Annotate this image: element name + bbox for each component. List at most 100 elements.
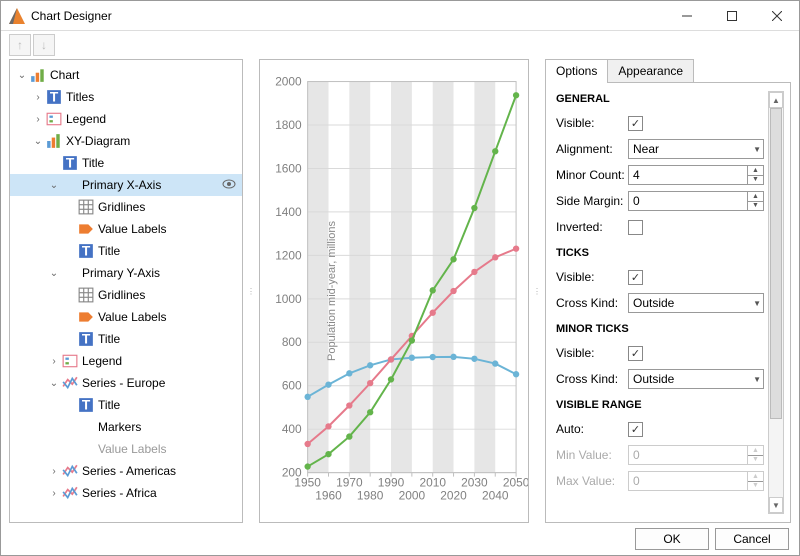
properties-scrollbar[interactable]: ▲ ▼ xyxy=(768,91,784,514)
tab-appearance[interactable]: Appearance xyxy=(607,59,694,83)
tree-item[interactable]: Value Labels xyxy=(10,218,242,240)
series-icon xyxy=(62,375,78,391)
grid-icon xyxy=(78,199,94,215)
expand-icon[interactable]: › xyxy=(48,356,60,367)
tree-item-label: Title xyxy=(82,156,236,170)
t-icon: T xyxy=(78,243,94,259)
tree-item[interactable]: Value Labels xyxy=(10,438,242,460)
checkbox-inverted[interactable] xyxy=(628,220,643,235)
checkbox-visible[interactable] xyxy=(628,116,643,131)
combo-mticks-cross[interactable]: Outside▼ xyxy=(628,369,764,389)
tree-item[interactable]: ⌄Primary X-Axis xyxy=(10,174,242,196)
tree-item[interactable]: ›Legend xyxy=(10,108,242,130)
splitter-left[interactable]: ⋮ xyxy=(247,59,255,523)
collapse-icon[interactable]: ⌄ xyxy=(48,180,60,191)
tree-item[interactable]: Gridlines xyxy=(10,196,242,218)
collapse-icon[interactable]: ⌄ xyxy=(48,378,60,389)
svg-text:2050: 2050 xyxy=(503,476,528,490)
title-bar: Chart Designer xyxy=(1,1,799,31)
label-alignment: Alignment: xyxy=(556,142,628,156)
toolbar: ↑ ↓ xyxy=(1,31,799,59)
tree-item[interactable]: Markers xyxy=(10,416,242,438)
tree-item[interactable]: ⌄Series - Europe xyxy=(10,372,242,394)
tree-item-label: Chart xyxy=(50,68,236,82)
tree-item-label: Gridlines xyxy=(98,288,236,302)
tree-item[interactable]: Value Labels xyxy=(10,306,242,328)
legend-icon xyxy=(46,111,62,127)
section-minor-ticks: MINOR TICKS xyxy=(556,323,764,335)
diag-icon xyxy=(46,133,62,149)
scroll-down-button[interactable]: ▼ xyxy=(769,497,783,513)
series-icon xyxy=(62,463,78,479)
combo-ticks-cross[interactable]: Outside▼ xyxy=(628,293,764,313)
svg-text:T: T xyxy=(82,244,91,259)
svg-text:2010: 2010 xyxy=(419,476,446,490)
blank-icon xyxy=(62,265,78,281)
splitter-right[interactable]: ⋮ xyxy=(533,59,541,523)
tree-item-label: Title xyxy=(98,244,236,258)
vlabel-icon xyxy=(78,309,94,325)
tree-item[interactable]: ›Legend xyxy=(10,350,242,372)
combo-alignment[interactable]: Near▼ xyxy=(628,139,764,159)
svg-text:2000: 2000 xyxy=(275,75,302,89)
collapse-icon[interactable]: ⌄ xyxy=(48,268,60,279)
tree-item[interactable]: ⌄ Chart xyxy=(10,64,242,86)
tree-item-label: XY-Diagram xyxy=(66,134,236,148)
checkbox-auto[interactable] xyxy=(628,422,643,437)
scroll-up-button[interactable]: ▲ xyxy=(769,92,783,108)
vlabel-icon xyxy=(78,221,94,237)
move-down-button[interactable]: ↓ xyxy=(33,34,55,56)
tree-item[interactable]: ⌄ XY-Diagram xyxy=(10,130,242,152)
spin-max-value: 0▲▼ xyxy=(628,471,764,491)
svg-text:400: 400 xyxy=(282,422,302,436)
expand-icon[interactable]: › xyxy=(32,114,44,125)
label-visible: Visible: xyxy=(556,116,628,130)
tree-item[interactable]: ›TTitles xyxy=(10,86,242,108)
visibility-eye-icon[interactable] xyxy=(222,177,236,194)
spin-min-value: 0▲▼ xyxy=(628,445,764,465)
dialog-footer: OK Cancel xyxy=(1,523,799,555)
spin-minor-count[interactable]: 4▲▼ xyxy=(628,165,764,185)
svg-text:2020: 2020 xyxy=(440,488,467,502)
tree-item[interactable]: TTitle xyxy=(10,328,242,350)
app-logo-icon xyxy=(9,8,25,24)
minimize-button[interactable] xyxy=(664,1,709,31)
close-button[interactable] xyxy=(754,1,799,31)
structure-tree[interactable]: ⌄Chart›TTitles›Legend⌄XY-DiagramTTitle⌄P… xyxy=(9,59,243,523)
svg-text:1000: 1000 xyxy=(275,292,302,306)
move-up-button[interactable]: ↑ xyxy=(9,34,31,56)
svg-text:1200: 1200 xyxy=(275,248,302,262)
expand-icon[interactable]: › xyxy=(48,466,60,477)
tree-item[interactable]: TTitle xyxy=(10,152,242,174)
tab-options[interactable]: Options xyxy=(545,59,608,83)
expand-icon[interactable]: › xyxy=(32,92,44,103)
tree-item-label: Gridlines xyxy=(98,200,236,214)
maximize-button[interactable] xyxy=(709,1,754,31)
tree-item[interactable]: ⌄ Primary Y-Axis xyxy=(10,262,242,284)
chart-icon xyxy=(30,67,46,83)
spin-side-margin[interactable]: 0▲▼ xyxy=(628,191,764,211)
collapse-icon[interactable]: ⌄ xyxy=(16,70,28,81)
tree-item[interactable]: ›Series - Africa xyxy=(10,482,242,504)
svg-text:1960: 1960 xyxy=(315,488,342,502)
blank-icon xyxy=(78,441,94,457)
tree-item-label: Series - Americas xyxy=(82,464,236,478)
tree-item[interactable]: Gridlines xyxy=(10,284,242,306)
cancel-button[interactable]: Cancel xyxy=(715,528,789,550)
label-side-margin: Side Margin: xyxy=(556,194,628,208)
collapse-icon[interactable]: ⌄ xyxy=(32,136,44,147)
ok-button[interactable]: OK xyxy=(635,528,709,550)
tree-item-label: Primary Y-Axis xyxy=(82,266,236,280)
tree-item[interactable]: TTitle xyxy=(10,394,242,416)
label-mticks-cross: Cross Kind: xyxy=(556,372,628,386)
series-icon xyxy=(62,485,78,501)
expand-icon[interactable]: › xyxy=(48,488,60,499)
tree-item-label: Value Labels xyxy=(98,222,236,236)
tree-item-label: Value Labels xyxy=(98,442,236,456)
tree-item[interactable]: › Series - Americas xyxy=(10,460,242,482)
tree-item[interactable]: T Title xyxy=(10,240,242,262)
scroll-thumb[interactable] xyxy=(770,108,782,419)
checkbox-ticks-visible[interactable] xyxy=(628,270,643,285)
label-ticks-visible: Visible: xyxy=(556,270,628,284)
checkbox-mticks-visible[interactable] xyxy=(628,346,643,361)
